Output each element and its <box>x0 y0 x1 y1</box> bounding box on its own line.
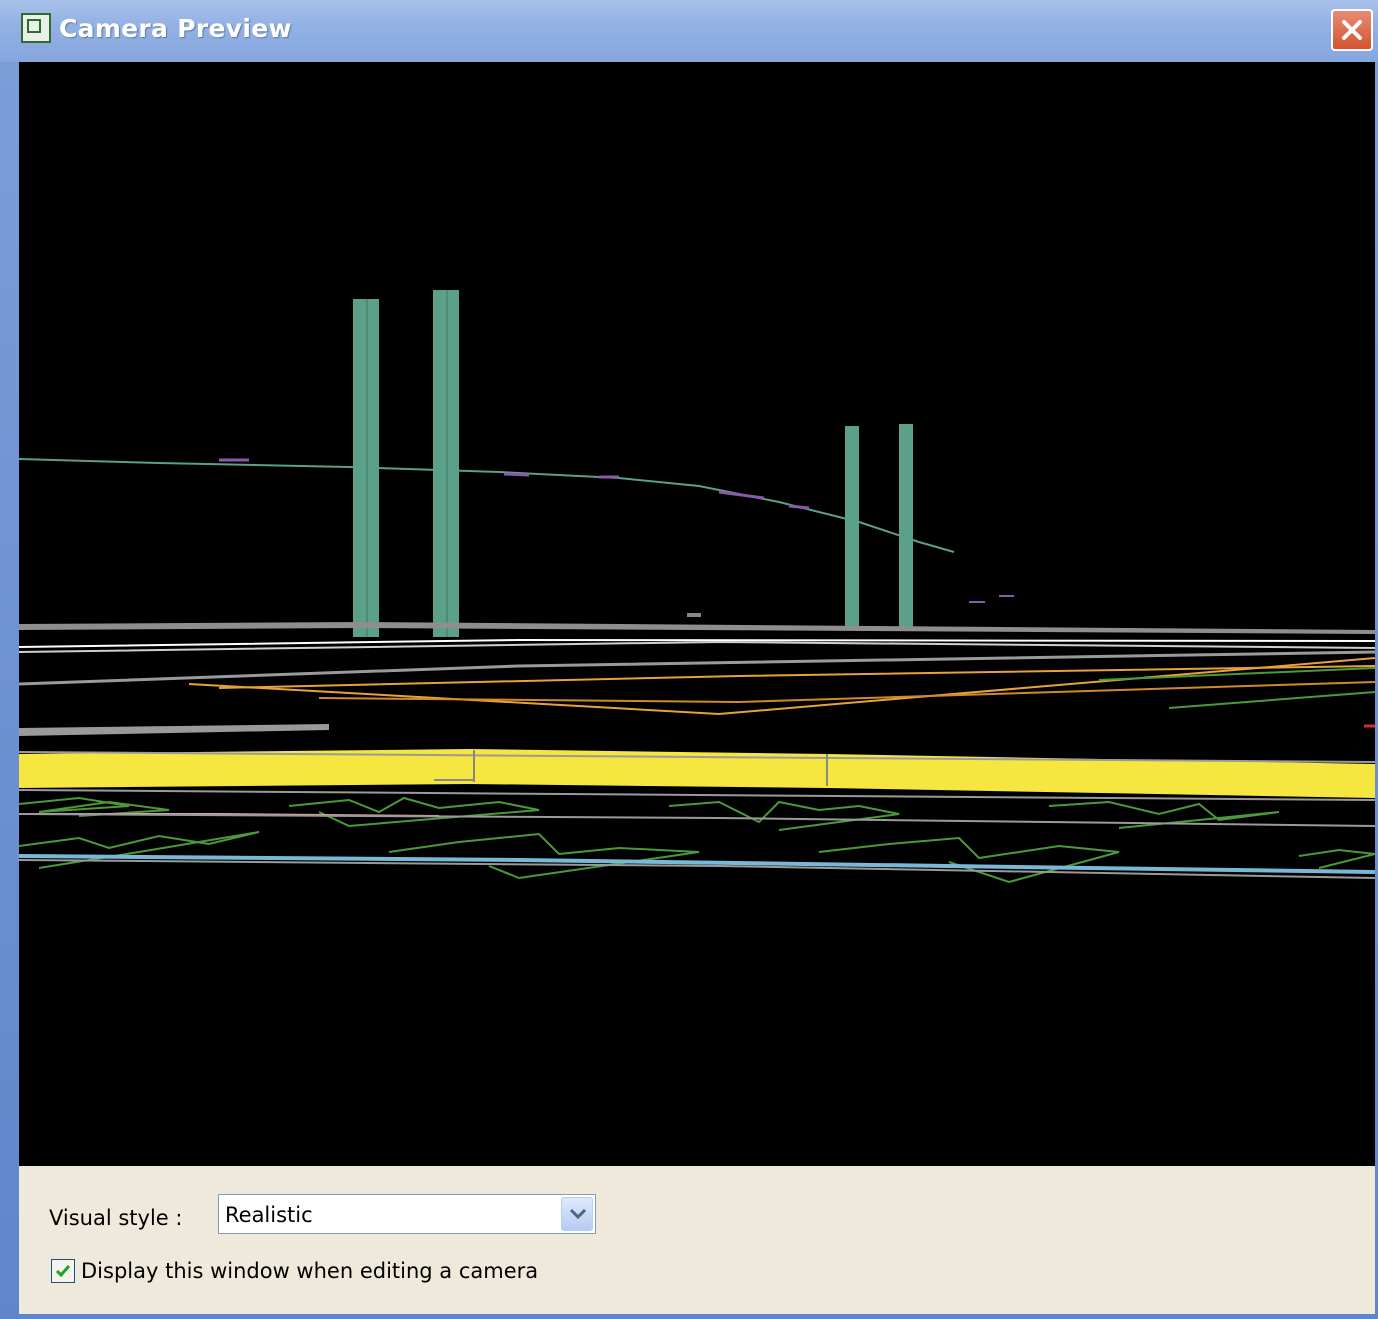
window-title: Camera Preview <box>59 14 292 43</box>
checkmark-icon <box>55 1265 71 1278</box>
road-marking <box>19 749 1375 798</box>
app-icon <box>21 13 51 43</box>
display-window-checkbox[interactable] <box>51 1259 75 1283</box>
display-window-label[interactable]: Display this window when editing a camer… <box>81 1259 539 1283</box>
tower <box>845 426 859 629</box>
title-bar[interactable]: Camera Preview <box>0 0 1378 62</box>
visual-style-dropdown[interactable]: Realistic <box>218 1194 596 1234</box>
vegetation <box>19 796 170 817</box>
tower <box>353 299 379 637</box>
edge-line <box>19 854 1375 874</box>
tower <box>899 424 913 630</box>
horizon-line <box>19 458 955 553</box>
dropdown-button[interactable] <box>561 1197 593 1231</box>
scene-render <box>19 290 1375 884</box>
visual-style-label: Visual style : <box>49 1206 183 1230</box>
close-icon <box>1342 20 1362 40</box>
close-button[interactable] <box>1331 9 1373 51</box>
camera-preview-viewport <box>19 62 1375 1166</box>
visual-style-value: Realistic <box>225 1203 313 1227</box>
options-panel: Visual style : Realistic Display this wi… <box>19 1166 1375 1314</box>
tower <box>433 290 459 637</box>
chevron-down-icon <box>569 1208 587 1220</box>
